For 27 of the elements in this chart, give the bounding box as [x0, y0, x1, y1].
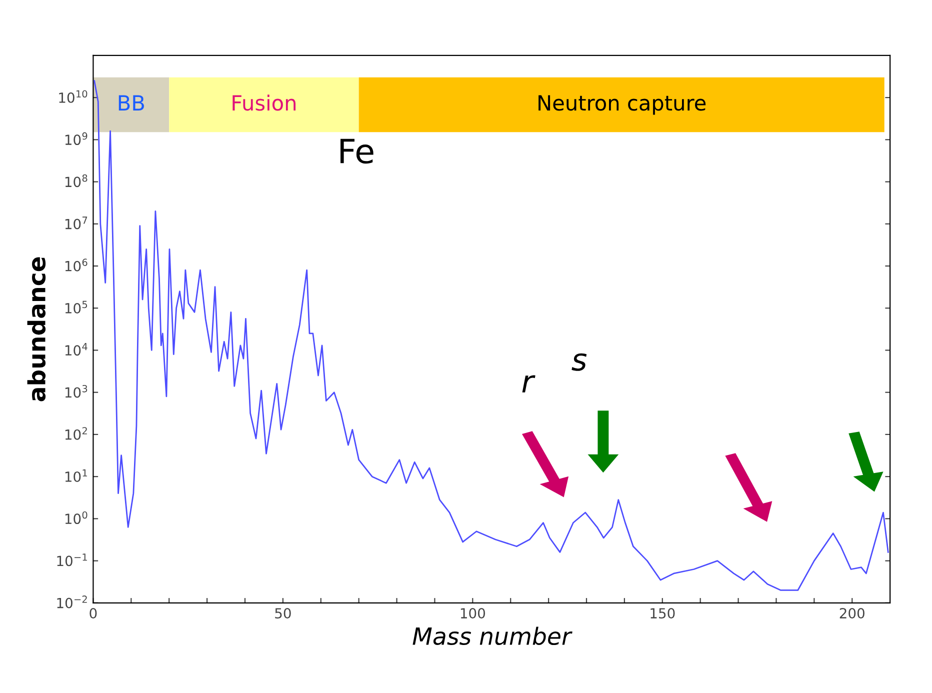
x-tick-label: 100 — [460, 608, 485, 619]
y-tick-label: 10$^{7}$ — [65, 216, 88, 230]
x-axis-title: Mass number — [412, 626, 572, 646]
annotation: Fe — [340, 138, 374, 164]
y-tick-label: 10$^{4}$ — [65, 343, 88, 356]
y-tick-label: 10$^{1}$ — [65, 469, 87, 482]
y-tick-label: 10$^{3}$ — [65, 384, 88, 398]
y-tick-label: 10$^{9}$ — [65, 132, 88, 146]
y-tick-label: 10$^{−2}$ — [57, 596, 87, 608]
band-label: BB — [118, 95, 144, 110]
annotation: s — [572, 353, 587, 371]
y-tick-label: 10$^{−1}$ — [57, 554, 87, 566]
y-axis-title: abundance — [27, 257, 46, 402]
y-tick-label: 10$^{8}$ — [65, 174, 88, 188]
annotation: r — [522, 375, 536, 392]
y-tick-label: 10$^{5}$ — [65, 300, 88, 314]
y-tick-label: 10$^{2}$ — [65, 427, 87, 440]
x-tick-label: 200 — [840, 608, 864, 619]
line-series — [94, 80, 889, 591]
x-tick-label: 0 — [90, 608, 97, 619]
x-tick-label: 150 — [650, 608, 675, 619]
y-tick-label: 10$^{6}$ — [65, 258, 88, 272]
x-tick-label: 50 — [275, 608, 291, 619]
y-tick-label: 10$^{10}$ — [59, 90, 88, 103]
band-label: Fusion — [232, 94, 296, 111]
y-tick-label: 10$^{0}$ — [65, 511, 88, 524]
band-label: Neutron capture — [538, 95, 706, 115]
